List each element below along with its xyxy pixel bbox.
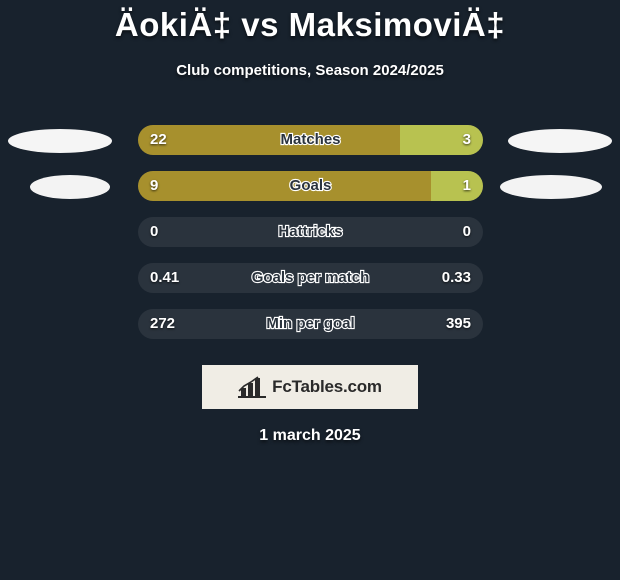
stat-value-left: 0.41 — [150, 263, 179, 293]
stat-row: 0.41 0.33 Goals per match Goals per matc… — [0, 255, 620, 301]
stat-bar-left — [138, 171, 431, 201]
stat-value-right: 0.33 — [442, 263, 471, 293]
stat-value-right: 1 — [463, 171, 471, 201]
stat-bar-track: 272 395 Min per goal Min per goal — [138, 309, 483, 339]
stat-bar-track: 9 1 Goals Goals — [138, 171, 483, 201]
bar-chart-icon — [238, 376, 266, 398]
stat-value-right: 0 — [463, 217, 471, 247]
stat-label: Hattricks — [278, 217, 342, 247]
stat-label: Goals — [290, 171, 332, 201]
stat-label: Min per goal — [266, 309, 354, 339]
stat-label: Matches — [280, 125, 340, 155]
stat-bar-right — [431, 171, 483, 201]
source-logo: FcTables.com — [202, 365, 418, 409]
stat-bar-track: 0.41 0.33 Goals per match Goals per matc… — [138, 263, 483, 293]
stat-value-left: 272 — [150, 309, 175, 339]
season-subtitle: Club competitions, Season 2024/2025 — [0, 62, 620, 79]
snapshot-date: 1 march 2025 — [0, 427, 620, 445]
stat-bar-left — [138, 125, 400, 155]
stat-value-left: 22 — [150, 125, 167, 155]
stats-area: 22 3 Matches Matches 9 1 Goals Goals 0 0 — [0, 117, 620, 347]
comparison-card: ÄokiÄ‡ vs MaksimoviÄ‡ Club competitions,… — [0, 0, 620, 445]
stat-row: 0 0 Hattricks Hattricks — [0, 209, 620, 255]
stat-bar-track: 0 0 Hattricks Hattricks — [138, 217, 483, 247]
stat-row: 22 3 Matches Matches — [0, 117, 620, 163]
stat-bar-track: 22 3 Matches Matches — [138, 125, 483, 155]
stat-value-right: 395 — [446, 309, 471, 339]
stat-value-right: 3 — [463, 125, 471, 155]
stat-label: Goals per match — [252, 263, 370, 293]
stat-row: 272 395 Min per goal Min per goal — [0, 301, 620, 347]
source-logo-text: FcTables.com — [272, 377, 382, 397]
stat-row: 9 1 Goals Goals — [0, 163, 620, 209]
stat-value-left: 9 — [150, 171, 158, 201]
stat-value-left: 0 — [150, 217, 158, 247]
versus-title: ÄokiÄ‡ vs MaksimoviÄ‡ — [0, 6, 620, 44]
